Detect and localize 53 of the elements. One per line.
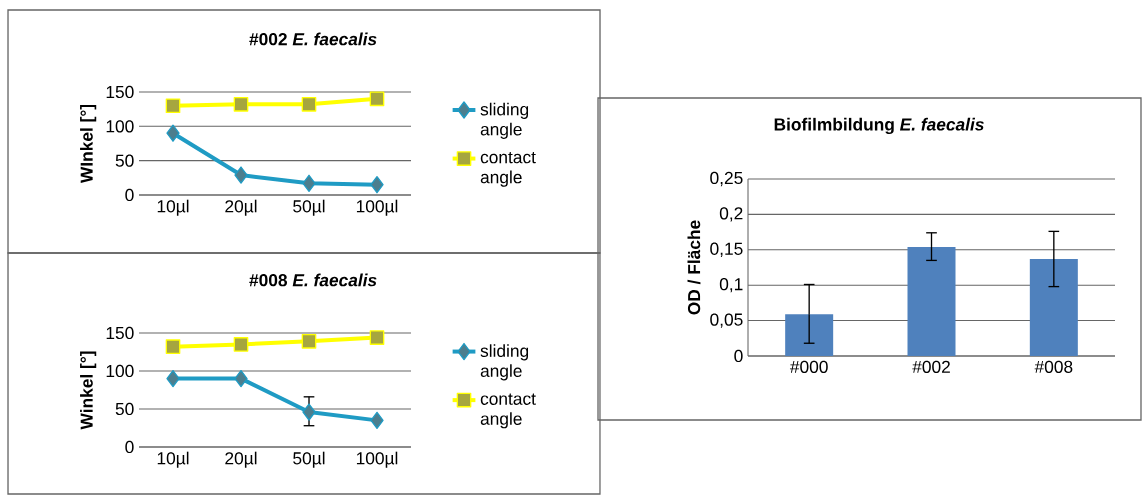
point <box>234 166 248 184</box>
x-tick-label: 50µl <box>293 451 325 468</box>
point <box>301 97 317 112</box>
point <box>234 369 248 388</box>
point <box>166 124 180 142</box>
point <box>233 97 249 112</box>
x-tick-label: 100µl <box>356 451 398 468</box>
x-tick-label: #000 <box>789 360 828 373</box>
y-tick-label: 0,1 <box>719 278 743 293</box>
bar <box>907 246 956 356</box>
y-axis-title: OD / Fläche <box>687 220 701 315</box>
x-tick-label: 10µl <box>157 451 189 468</box>
x-tick-label: #002 <box>912 360 950 373</box>
y-tick-label: 50 <box>115 154 134 167</box>
y-tick-label: 150 <box>106 85 134 99</box>
y-tick-label: 0,05 <box>710 313 743 328</box>
x-tick-label: 100µl <box>356 199 398 216</box>
y-tick-label: 0 <box>125 440 134 454</box>
x-tick-label: #008 <box>1034 360 1073 373</box>
y-tick-label: 0 <box>734 349 743 363</box>
legend-label: contact angle <box>480 151 536 187</box>
y-tick-label: 100 <box>106 120 134 133</box>
point <box>302 403 316 421</box>
y-tick-label: 0,2 <box>719 207 743 222</box>
y-axis-title: Winkel [°] <box>80 351 97 430</box>
point <box>369 330 385 345</box>
x-tick-label: 20µl <box>225 451 257 468</box>
x-tick-label: 20µl <box>225 199 257 216</box>
point <box>370 411 384 430</box>
point <box>370 176 384 194</box>
legend-label: sliding angle <box>480 344 529 381</box>
chart-title: #002 E. faecalis <box>249 32 377 46</box>
point <box>301 334 317 349</box>
y-tick-label: 0,25 <box>710 171 743 187</box>
y-axis-title: WInkel [°] <box>80 104 97 184</box>
y-tick-label: 150 <box>106 326 134 340</box>
legend-label: sliding angle <box>480 102 529 139</box>
chart-title: Biofilmbildung E. faecalis <box>774 117 984 135</box>
bar <box>1029 258 1078 356</box>
point <box>165 339 181 354</box>
point <box>166 369 180 388</box>
chart-title: #008 E. faecalis <box>249 273 377 287</box>
y-tick-label: 100 <box>106 364 134 378</box>
point <box>302 174 316 192</box>
x-tick-label: 50µl <box>293 199 325 216</box>
y-tick-label: 0 <box>125 188 134 202</box>
y-tick-label: 50 <box>115 402 134 416</box>
point <box>165 98 181 114</box>
legend-label: contact angle <box>480 393 536 429</box>
x-tick-label: 10µl <box>157 199 189 216</box>
point <box>233 337 249 352</box>
y-tick-label: 0,15 <box>710 242 743 257</box>
point <box>369 91 385 107</box>
